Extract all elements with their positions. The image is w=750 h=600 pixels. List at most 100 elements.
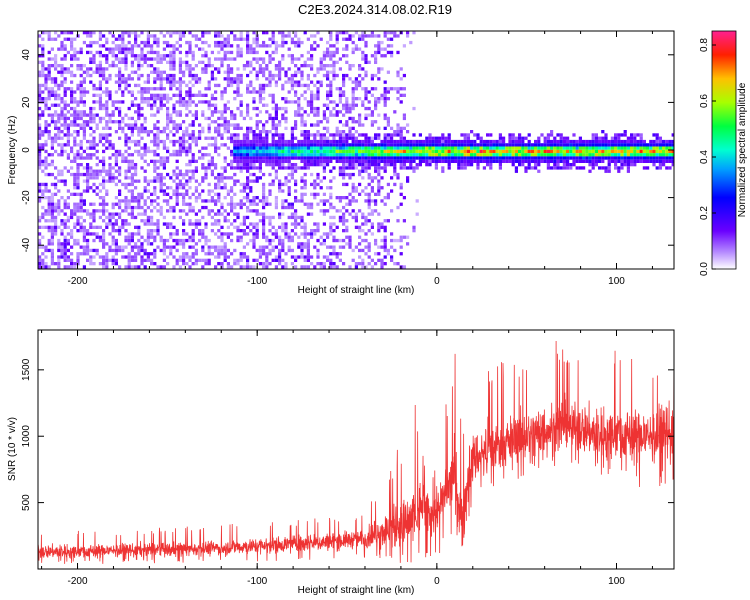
spectrogram-cell [239,265,243,269]
spectrogram-cell [156,166,160,170]
spectrogram-cell [57,225,61,229]
spectrogram-cell [82,225,86,229]
spectrogram-cell [623,133,627,137]
spectrogram-cell [316,149,320,154]
spectrogram-cell [588,139,592,144]
spectrogram-cell [188,159,192,163]
spectrogram-cell [361,31,365,35]
spectrogram-cell [143,209,147,213]
spectrogram-cell [332,64,336,68]
spectrogram-cell [118,153,122,157]
spectrogram-cell [521,153,525,157]
spectrogram-cell [79,192,83,196]
spectrogram-cell [38,153,42,157]
spectrogram-cell [297,57,301,61]
spectrogram-cell [306,50,310,55]
spectrogram-cell [412,143,416,147]
spectrogram-cell [572,163,576,167]
spectrogram-cell [447,153,451,157]
spectrogram-cell [198,133,202,137]
spectrogram-cell [50,252,54,256]
spectrogram-cell [86,179,90,183]
spectrogram-cell [623,139,627,144]
spectrogram-cell [524,146,528,150]
spectrogram-cell [575,159,579,163]
spectrogram-cell [370,77,374,81]
spectrogram-cell [255,77,259,81]
spectrogram-cell [105,172,109,177]
spectrogram-cell [658,163,662,167]
spectrogram-cell [146,77,150,81]
spectrogram-cell [146,242,150,246]
spectrogram-cell [396,34,400,38]
spectrogram-cell [399,186,403,190]
spectrogram-cell [156,219,160,223]
spectrogram-cell [508,159,512,163]
spectrogram-cell [226,67,230,71]
spectrogram-cell [342,262,346,266]
spectrogram-cell [370,258,374,262]
spectrogram-cell [92,83,96,88]
spectrogram-cell [537,149,541,154]
spectrogram-cell [297,44,301,48]
spectrogram-cell [89,120,93,124]
spectrogram-cell [172,232,176,236]
spectrogram-cell [60,229,64,233]
spectrogram-cell [60,97,64,101]
spectrogram-cell [236,136,240,140]
spectrogram-cell [233,202,237,206]
spectrogram-cell [374,143,378,147]
spectrogram-cell [268,116,272,121]
spectrogram-cell [278,143,282,147]
spectrogram-cell [63,179,67,183]
spectrogram-cell [457,143,461,147]
spectrogram-cell [601,153,605,157]
spectrogram-cell [41,225,45,229]
spectrogram-cell [361,143,365,147]
spectrogram-cell [265,149,269,154]
spectrogram-cell [351,149,355,154]
spectrogram-cell [393,156,397,160]
spectrogram-cell [607,139,611,144]
spectrogram-cell [351,248,355,253]
spectrogram-cell [326,245,330,249]
spectrogram-cell [105,255,109,259]
spectrogram-cell [172,93,176,97]
spectrogram-cell [633,159,637,163]
spectrogram-cell [194,80,198,84]
spectrogram-cell [89,139,93,144]
spectrogram-cell [636,146,640,150]
spectrogram-cell [294,80,298,84]
spectrogram-cell [338,149,342,154]
spectrogram-cell [86,153,90,157]
spectrogram-cell [233,57,237,61]
spectrogram-cell [150,139,154,144]
spectrogram-cell [383,87,387,91]
spectrogram-cell [284,116,288,121]
spectrogram-cell [470,159,474,163]
spectrogram-cell [239,139,243,144]
spectrogram-cell [66,196,70,200]
spectrogram-cell [367,172,371,177]
spectrogram-cell [345,209,349,213]
spectrogram-cell [588,153,592,157]
spectrogram-cell [233,212,237,216]
spectrogram-cell [226,212,230,216]
spectrogram-cell [178,31,182,35]
spectrogram-cell [530,156,534,160]
spectrogram-cell [310,80,314,84]
spectrogram-cell [169,113,173,117]
spectrogram-cell [306,242,310,246]
spectrogram-cell [105,215,109,220]
spectrogram-cell [297,37,301,41]
spectrogram-cell [313,153,317,157]
spectrogram-cell [290,153,294,157]
spectrogram-cell [326,156,330,160]
spectrogram-cell [271,166,275,170]
spectrogram-cell [412,159,416,163]
spectrogram-cell [450,159,454,163]
spectrogram-cell [364,219,368,223]
spectrogram-cell [41,113,45,117]
spectrogram-cell [44,156,48,160]
spectrogram-cell [434,149,438,154]
